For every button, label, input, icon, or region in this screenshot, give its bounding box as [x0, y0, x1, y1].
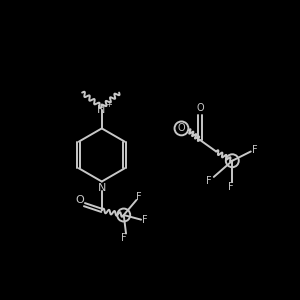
- Text: O: O: [196, 103, 204, 113]
- Text: O: O: [178, 123, 185, 134]
- Text: N: N: [96, 105, 105, 115]
- Text: F: F: [228, 182, 234, 192]
- Text: F: F: [252, 145, 258, 155]
- Text: F: F: [136, 192, 142, 202]
- Text: O: O: [75, 196, 84, 206]
- Text: N: N: [98, 183, 106, 193]
- Text: F: F: [121, 233, 127, 243]
- Text: +: +: [105, 100, 112, 109]
- Text: F: F: [142, 214, 148, 225]
- Text: F: F: [206, 176, 212, 186]
